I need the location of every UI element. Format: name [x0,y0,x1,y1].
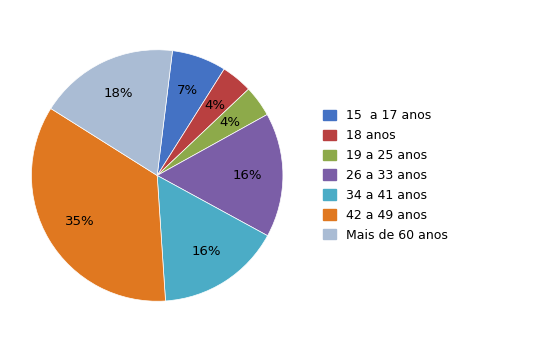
Wedge shape [157,51,224,176]
Legend: 15  a 17 anos, 18 anos, 19 a 25 anos, 26 a 33 anos, 34 a 41 anos, 42 a 49 anos, : 15 a 17 anos, 18 anos, 19 a 25 anos, 26 … [321,107,450,244]
Wedge shape [31,108,165,301]
Text: 35%: 35% [64,216,94,229]
Text: 18%: 18% [104,87,133,100]
Wedge shape [157,69,249,176]
Wedge shape [51,50,172,176]
Wedge shape [157,114,283,236]
Text: 16%: 16% [191,245,221,258]
Wedge shape [157,176,268,301]
Text: 4%: 4% [204,99,225,112]
Wedge shape [157,89,267,176]
Text: 16%: 16% [233,169,262,182]
Text: 7%: 7% [177,84,198,97]
Text: 4%: 4% [220,115,241,128]
